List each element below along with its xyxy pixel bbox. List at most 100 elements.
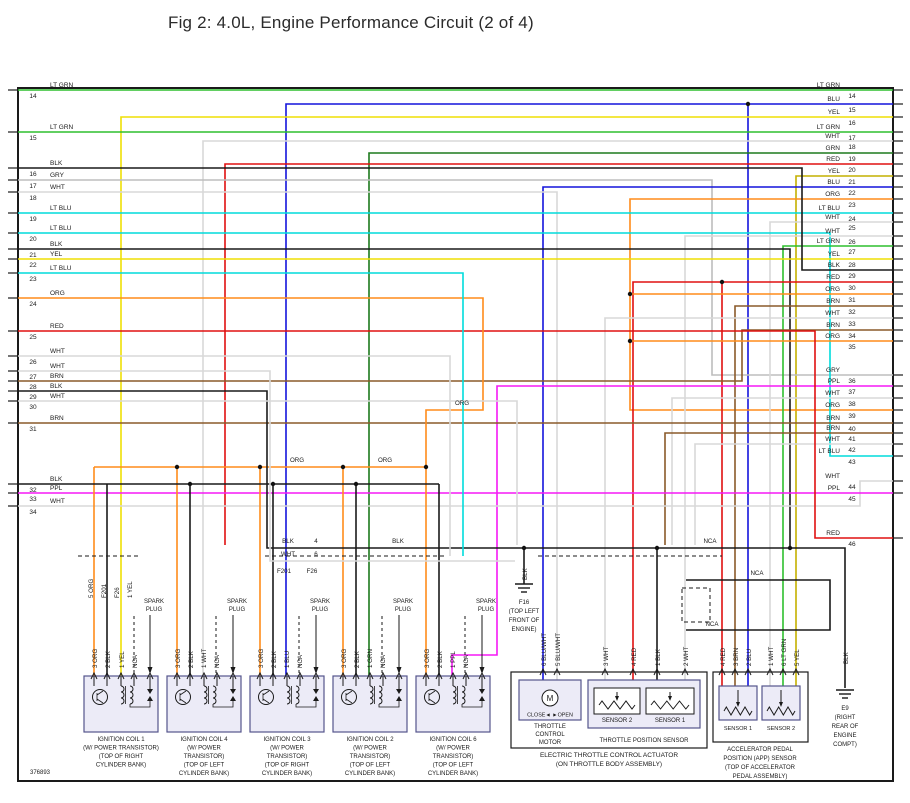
pin-number: 20 bbox=[848, 167, 856, 174]
coil-winding bbox=[212, 685, 217, 705]
connector-pin-mark bbox=[718, 667, 726, 676]
wiper-arrow bbox=[615, 696, 619, 701]
wire-inline-label: 4 bbox=[314, 538, 318, 545]
wire-pin-label: 2 BLK bbox=[354, 650, 361, 668]
component-label: CYLINDER BANK) bbox=[345, 771, 395, 777]
wire-color-label: WHT bbox=[825, 228, 840, 235]
wire-pin-label: 3 ORG bbox=[175, 649, 182, 668]
wire-color-label: ORG bbox=[50, 290, 65, 297]
wire-inline-label: ORG bbox=[455, 400, 469, 407]
wire-color-label: GRY bbox=[826, 367, 841, 374]
connector-pin-mark bbox=[103, 671, 111, 680]
wire-dkyel bbox=[795, 175, 893, 686]
pin-number: 26 bbox=[848, 239, 856, 246]
spark-gap bbox=[396, 696, 402, 701]
wire-inline-label: ORG bbox=[290, 457, 304, 464]
spark-gap bbox=[212, 701, 234, 708]
wire-inline-label: F26 bbox=[307, 568, 318, 575]
wire-color-label: LT BLU bbox=[50, 225, 72, 232]
wire-wht bbox=[671, 397, 893, 545]
spark-plug-label: SPARK bbox=[144, 599, 164, 605]
pin-number: 43 bbox=[848, 459, 856, 466]
wire-color-label: ORG bbox=[825, 333, 840, 340]
wire-wht bbox=[18, 400, 518, 545]
component-label: IGNITION COIL 3 bbox=[263, 737, 311, 743]
wire-blu bbox=[285, 103, 893, 676]
wire-color-label: WHT bbox=[825, 390, 840, 397]
wire-ltblu bbox=[18, 232, 893, 457]
spark-plug-arrow bbox=[313, 667, 319, 674]
spark-gap bbox=[129, 701, 151, 708]
wire-color-label: PPL bbox=[50, 485, 63, 492]
wire-pin-label: BLK bbox=[843, 651, 850, 664]
pin-number: 31 bbox=[29, 426, 37, 433]
wire-color-label: BRN bbox=[50, 415, 64, 422]
ground-f16-label: F16 bbox=[519, 600, 530, 606]
wire-color-label: LT GRN bbox=[817, 82, 841, 89]
component-label: IGNITION COIL 4 bbox=[180, 737, 228, 743]
component-label: THROTTLE POSITION SENSOR bbox=[599, 738, 689, 744]
spark-gap bbox=[479, 696, 485, 701]
connector-pin-mark bbox=[90, 671, 98, 680]
spark-gap bbox=[313, 696, 319, 701]
connector-boundary bbox=[681, 587, 711, 623]
connector-pin-mark bbox=[449, 671, 457, 680]
spark-plug-label: SPARK bbox=[310, 599, 330, 605]
pin-number: 28 bbox=[848, 262, 856, 269]
wire-pin-label: 2 BLK bbox=[271, 650, 278, 668]
component-label: (TOP OF RIGHT bbox=[265, 763, 310, 769]
pin-number: 24 bbox=[29, 301, 37, 308]
wire-pin-label: 3 ORG bbox=[424, 649, 431, 668]
spark-plug-label: PLUG bbox=[146, 607, 163, 613]
component-label: ELECTRIC THROTTLE CONTROL ACTUATOR bbox=[540, 752, 678, 759]
wire-ltgrn bbox=[782, 245, 893, 686]
wire-color-label: BLK bbox=[50, 241, 63, 248]
pin-number: 16 bbox=[848, 120, 856, 127]
pin-number: 32 bbox=[29, 487, 37, 494]
wire-color-label: BLU bbox=[827, 96, 840, 103]
wire-pin-label: NCA bbox=[297, 654, 304, 668]
pin-number: 25 bbox=[848, 225, 856, 232]
wire-inline-label: 6 bbox=[314, 551, 318, 558]
junction-dot bbox=[654, 545, 660, 551]
pin-number: 39 bbox=[848, 413, 856, 420]
pin-number: 30 bbox=[29, 404, 37, 411]
pin-number: 46 bbox=[848, 541, 856, 548]
pin-number: 15 bbox=[848, 107, 856, 114]
component-label: CYLINDER BANK) bbox=[96, 763, 146, 769]
junction-dot bbox=[423, 464, 429, 470]
transistor-symbol bbox=[424, 689, 440, 705]
wire-gry bbox=[18, 179, 893, 376]
spark-plug-arrow bbox=[396, 667, 402, 674]
wire-pin-label: 5 YEL bbox=[794, 649, 801, 666]
wire-blu bbox=[542, 186, 893, 690]
connector-pin-mark bbox=[283, 671, 291, 680]
wire-pin-label: F201 bbox=[101, 583, 108, 598]
coil-winding bbox=[120, 685, 125, 705]
junction-dot bbox=[745, 101, 751, 107]
transistor-symbol bbox=[179, 690, 187, 704]
component-label: (TOP OF LEFT bbox=[184, 763, 225, 769]
junction-dot bbox=[270, 481, 276, 487]
pin-number: 27 bbox=[848, 249, 856, 256]
wire-pin-label: 1 GRN bbox=[367, 649, 374, 668]
spark-gap bbox=[295, 701, 317, 708]
sensor-label: SENSOR 1 bbox=[655, 718, 686, 724]
wire-pin-label: 1 YEL bbox=[119, 651, 126, 668]
wire-yel bbox=[120, 116, 893, 676]
resistor-symbol bbox=[723, 706, 753, 716]
component-label: (TOP OF RIGHT bbox=[99, 754, 144, 760]
wire-pin-label: 2 BLK bbox=[188, 650, 195, 668]
wire-color-label: YEL bbox=[828, 251, 841, 258]
wire-pin-label: 6 LT GRN bbox=[781, 639, 788, 666]
ground-f16-label: FRONT OF bbox=[509, 618, 540, 624]
wire-color-label: LT GRN bbox=[50, 124, 74, 131]
component-label: TRANSISTOR) bbox=[184, 754, 225, 760]
wire-color-label: ORG bbox=[825, 286, 840, 293]
spark-gap bbox=[479, 689, 485, 694]
pin-number: 17 bbox=[848, 135, 856, 142]
connector-pin-mark bbox=[653, 667, 661, 676]
wire-pin-label: 3 ORG bbox=[341, 649, 348, 668]
transistor-symbol bbox=[258, 689, 274, 705]
junction-dot bbox=[257, 464, 263, 470]
